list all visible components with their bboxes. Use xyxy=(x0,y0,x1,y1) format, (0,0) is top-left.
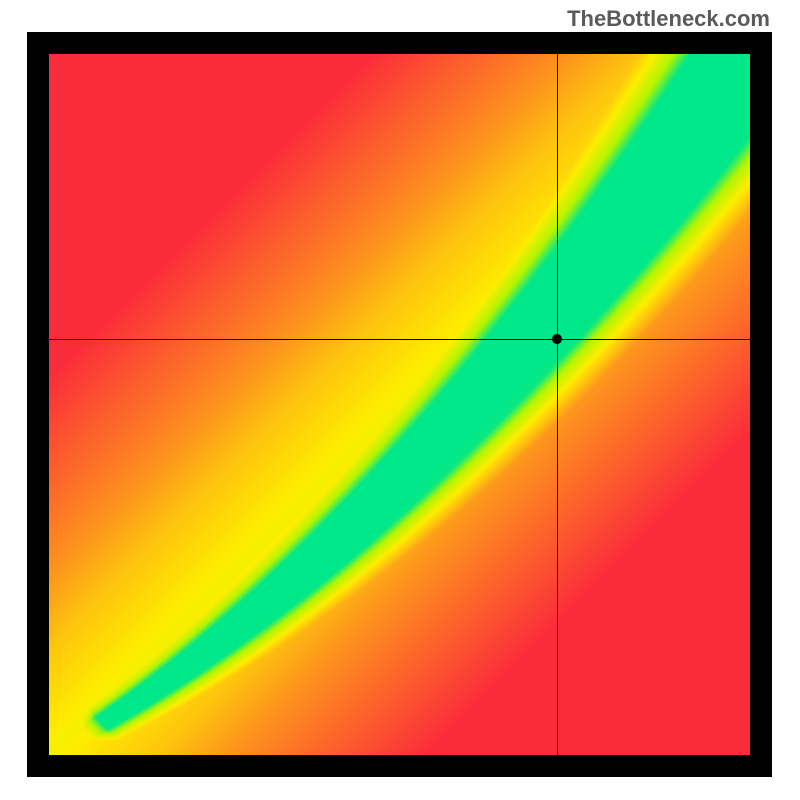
attribution-text: TheBottleneck.com xyxy=(567,6,770,32)
crosshair-marker-dot xyxy=(552,334,562,344)
crosshair-vertical xyxy=(557,54,558,755)
crosshair-horizontal xyxy=(49,339,750,340)
chart-frame xyxy=(27,32,772,777)
bottleneck-heatmap xyxy=(49,54,750,755)
chart-container: TheBottleneck.com xyxy=(0,0,800,800)
